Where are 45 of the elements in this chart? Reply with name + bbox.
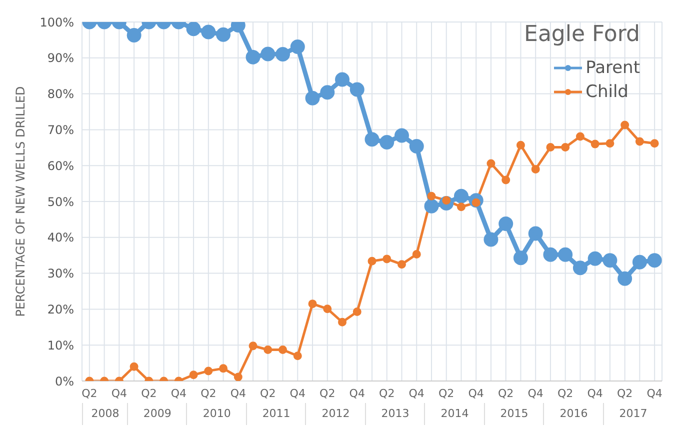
legend-label: Parent <box>586 58 640 78</box>
y-tick-label: 40% <box>47 230 74 245</box>
x-tick-label: Q4 <box>468 386 484 400</box>
x-tick-label: Q2 <box>498 386 514 400</box>
text: 2009 <box>126 403 188 425</box>
x-tick-label: Q4 <box>170 386 187 400</box>
text: 2017 <box>602 403 663 425</box>
text: 2015 <box>484 403 544 425</box>
y-tick-label: 0% <box>54 374 74 388</box>
text: 2014 <box>424 403 485 425</box>
x-tick-label: Q2 <box>200 386 216 400</box>
x-tick-label: Q4 <box>528 386 544 400</box>
x-tick-label: Q2 <box>82 386 98 400</box>
y-tick-label: 10% <box>47 338 74 352</box>
chart-title: Eagle Ford <box>524 22 640 47</box>
legend-label: Child <box>586 82 628 102</box>
x-tick-label: Q2 <box>616 386 633 400</box>
y-tick-label: 20% <box>47 302 74 316</box>
text: 2012 <box>305 403 366 425</box>
y-tick-label: 60% <box>47 158 74 173</box>
text: 2016 <box>543 403 604 425</box>
y-tick-label: 100% <box>40 15 74 30</box>
x-tick-label: Q4 <box>290 386 306 400</box>
text: 2013 <box>364 403 426 425</box>
x-tick-label: Q4 <box>230 386 246 400</box>
x-tick-label: Q2 <box>557 386 574 400</box>
x-tick-label: Q2 <box>379 386 395 400</box>
text: 2010 <box>186 403 247 425</box>
x-tick-label: Q4 <box>349 386 365 400</box>
x-tick-label: Q4 <box>111 386 128 400</box>
x-tick-label: Q4 <box>646 386 662 400</box>
y-tick-label: 30% <box>47 266 74 281</box>
text: 2011 <box>246 403 306 425</box>
y-tick-label: 90% <box>47 51 74 66</box>
x-tick-label: Q4 <box>587 386 603 400</box>
y-tick-label: 70% <box>47 122 74 137</box>
x-tick-label: Q4 <box>408 386 424 400</box>
text: 2008 <box>82 403 128 425</box>
y-tick-label: 80% <box>47 87 74 102</box>
y-axis-title: PERCENTAGE OF NEW WELLS DRILLED <box>13 86 28 317</box>
y-tick-label: 50% <box>47 194 74 209</box>
x-tick-label: Q2 <box>320 386 336 400</box>
x-tick-label: Q2 <box>260 386 276 400</box>
x-tick-label: Q2 <box>438 386 454 400</box>
x-tick-label: Q2 <box>141 386 157 400</box>
